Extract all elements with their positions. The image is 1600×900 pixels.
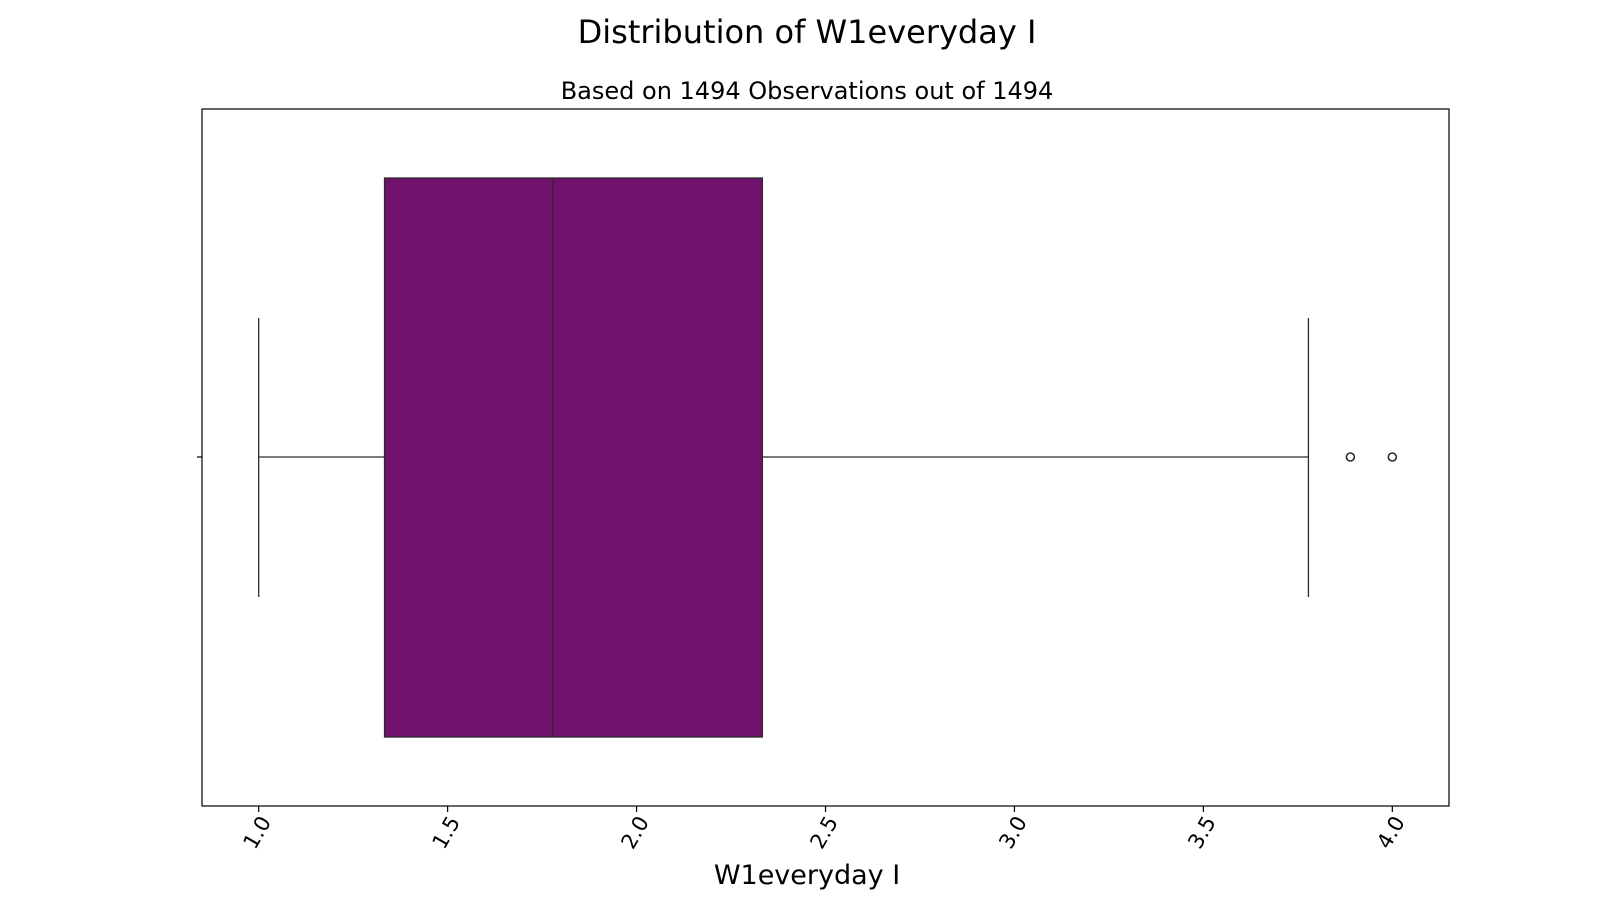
x-tick-label: 3.0 xyxy=(994,812,1031,853)
x-tick-label: 2.0 xyxy=(616,812,653,853)
x-tick-label: 1.0 xyxy=(239,812,276,853)
x-tick-label: 4.0 xyxy=(1372,812,1409,853)
outlier-point xyxy=(1345,452,1356,462)
x-tick-label: 1.5 xyxy=(428,812,465,853)
iqr-box xyxy=(383,177,764,738)
outlier-point xyxy=(1387,452,1398,462)
x-axis: 1.0 1.5 2.0 2.5 3.0 3.5 4.0 xyxy=(239,806,1410,853)
plot-area xyxy=(197,108,1450,807)
chart-title: Distribution of W1everyday I xyxy=(578,13,1037,51)
x-axis-label: W1everyday I xyxy=(714,860,900,891)
x-tick-label: 3.5 xyxy=(1183,812,1220,853)
x-tick-label: 2.5 xyxy=(805,812,842,853)
chart-subtitle: Based on 1494 Observations out of 1494 xyxy=(561,77,1054,105)
